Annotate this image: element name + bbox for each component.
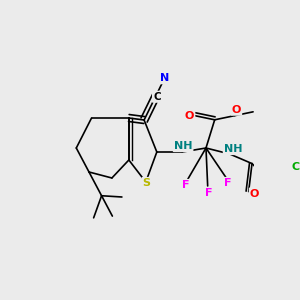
Text: Cl: Cl	[292, 162, 300, 172]
Text: S: S	[142, 178, 151, 188]
Text: NH: NH	[174, 141, 192, 151]
Text: C: C	[153, 92, 160, 102]
Text: N: N	[160, 73, 169, 83]
Text: F: F	[182, 180, 189, 190]
Text: F: F	[205, 188, 212, 198]
Text: O: O	[185, 111, 194, 121]
Text: F: F	[224, 178, 232, 188]
Text: O: O	[250, 189, 259, 199]
Text: NH: NH	[224, 144, 242, 154]
Text: O: O	[232, 105, 241, 115]
